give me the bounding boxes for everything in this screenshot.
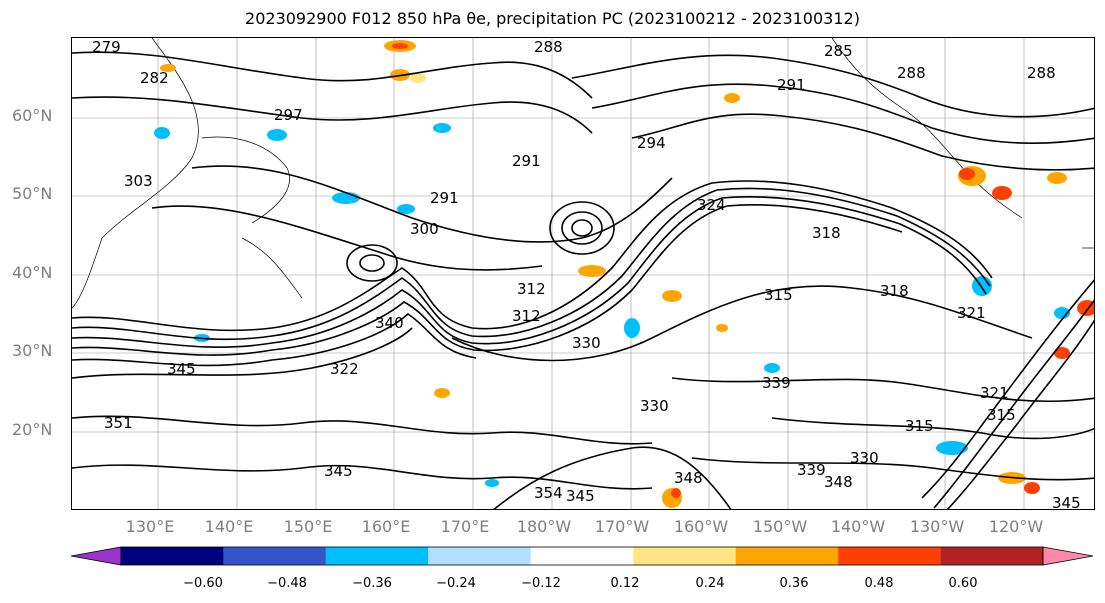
contour-label: 291: [512, 152, 541, 170]
theta-e-contour-map: 279 282 288 285 288 288 291 297 294 291 …: [72, 38, 1094, 510]
contour-label: 315: [905, 417, 934, 435]
contour-label: 345: [566, 487, 595, 505]
contour-label: 318: [880, 282, 909, 300]
colorbar-tick: −0.60: [183, 576, 223, 591]
lat-lon-grid: [72, 38, 1094, 509]
lon-label: 130°E: [125, 517, 175, 536]
colorbar-arrow-right: [1042, 546, 1094, 566]
contour-label: 282: [140, 69, 169, 87]
contour-label: 354: [534, 484, 563, 502]
contour-label: 303: [124, 172, 153, 190]
contour-label: 339: [797, 461, 826, 479]
colorbar-segment: [325, 547, 429, 565]
colorbar-segment: [223, 547, 326, 565]
lon-label: 170°E: [440, 517, 490, 536]
lon-label: 160°E: [361, 517, 411, 536]
lon-label: 160°W: [673, 517, 729, 536]
contour-label: 318: [812, 224, 841, 242]
contour-label: 285: [824, 42, 853, 60]
contour-label: 345: [167, 360, 196, 378]
lon-label: 170°W: [594, 517, 650, 536]
colorbar-arrow-left: [70, 546, 122, 566]
lat-label: 30°N: [12, 341, 53, 360]
colorbar-segment: [633, 547, 736, 565]
contour-label: 312: [512, 307, 541, 325]
lon-label: 120°W: [988, 517, 1044, 536]
colorbar-tick: −0.48: [267, 576, 307, 591]
lon-label: 140°E: [204, 517, 254, 536]
contour-label: 321: [980, 384, 1009, 402]
contour-label: 315: [764, 286, 793, 304]
colorbar-tick: 0.48: [864, 576, 894, 591]
colorbar: [70, 546, 1094, 566]
contour-label: 288: [897, 64, 926, 82]
lat-label: 50°N: [12, 184, 53, 203]
contour-label: 324: [697, 196, 726, 214]
contour-label: 345: [1052, 494, 1081, 510]
colorbar-tick: 0.12: [610, 576, 640, 591]
colorbar-tick: −0.24: [436, 576, 476, 591]
contour-label: 312: [517, 280, 546, 298]
contour-labels: 279 282 288 285 288 288 291 297 294 291 …: [92, 38, 1081, 510]
colorbar-tick: 0.36: [779, 576, 809, 591]
contour-label: 297: [274, 106, 303, 124]
map-panel: 279 282 288 285 288 288 291 297 294 291 …: [71, 37, 1095, 510]
contour-label: 330: [572, 334, 601, 352]
contour-label: 351: [104, 414, 133, 432]
contour-label: 330: [640, 397, 669, 415]
contour-label: 321: [957, 304, 986, 322]
theta-e-contours: [72, 51, 1094, 509]
contour-label: 322: [330, 360, 359, 378]
chart-title: 2023092900 F012 850 hPa θe, precipitatio…: [245, 9, 860, 28]
contour-label: 291: [430, 189, 459, 207]
lat-label: 20°N: [12, 420, 53, 439]
colorbar-segment: [735, 547, 839, 565]
contour-label: 279: [92, 38, 121, 56]
contour-label: 294: [637, 134, 666, 152]
contour-label: 291: [777, 76, 806, 94]
lat-label: 60°N: [12, 106, 53, 125]
colorbar-tick: 0.24: [695, 576, 725, 591]
colorbar-segment: [838, 547, 941, 565]
colorbar-segment: [428, 547, 531, 565]
contour-label: 345: [324, 462, 353, 480]
lon-label: 130°W: [909, 517, 965, 536]
cyclone-cores: [346, 201, 615, 282]
contour-label: 300: [410, 220, 439, 238]
contour-label: 315: [987, 406, 1016, 424]
colorbar-segment: [121, 547, 224, 565]
contour-label: 339: [762, 374, 791, 392]
colorbar-tick: −0.36: [352, 576, 392, 591]
precip-pc-shading: [154, 40, 1094, 508]
lat-label: 40°N: [12, 263, 53, 282]
colorbar-tick: 0.60: [948, 576, 978, 591]
lon-label: 150°E: [283, 517, 333, 536]
contour-label: 288: [534, 38, 563, 56]
contour-label: 348: [824, 473, 853, 491]
colorbar-outline: [120, 546, 1044, 566]
contour-label: 330: [850, 449, 879, 467]
contour-label: 340: [375, 314, 404, 332]
coastlines: [72, 38, 1094, 309]
colorbar-segment: [940, 547, 1043, 565]
contour-label: 288: [1027, 64, 1056, 82]
colorbar-segment: [530, 547, 634, 565]
lon-label: 180°W: [516, 517, 572, 536]
colorbar-tick: −0.12: [521, 576, 561, 591]
contour-label: 348: [674, 469, 703, 487]
lon-label: 150°W: [752, 517, 808, 536]
lon-label: 140°W: [830, 517, 886, 536]
